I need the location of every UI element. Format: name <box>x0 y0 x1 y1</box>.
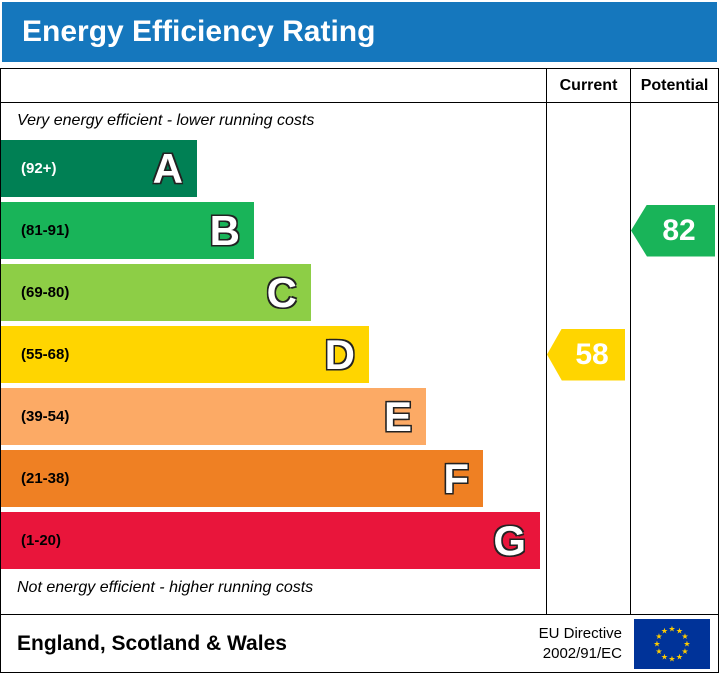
band-letter: E <box>383 392 412 440</box>
page-title: Energy Efficiency Rating <box>22 15 376 48</box>
band-bar-e: (39-54) E <box>1 388 426 445</box>
current-column-divider <box>546 103 547 614</box>
band-row-d: (55-68) D <box>1 326 718 383</box>
band-bar-c: (69-80) C <box>1 264 311 321</box>
svg-text:★: ★ <box>676 626 683 635</box>
svg-text:★: ★ <box>681 632 688 641</box>
band-row-c: (69-80) C <box>1 264 718 321</box>
band-range-label: (92+) <box>21 160 57 177</box>
footer: England, Scotland & Wales EU Directive 2… <box>1 614 718 672</box>
band-range-label: (1-20) <box>21 532 62 549</box>
band-range-label: (55-68) <box>21 346 70 363</box>
band-letter: G <box>493 516 526 564</box>
band-bar-a: (92+) A <box>1 140 197 197</box>
eu-flag-icon: ★ ★ ★ ★ ★ ★ ★ ★ ★ ★ ★ ★ <box>634 618 710 669</box>
band-row-b: (81-91) B <box>1 202 718 259</box>
potential-column-divider <box>630 103 631 614</box>
chart-body: Very energy efficient - lower running co… <box>1 103 718 614</box>
band-letter: D <box>324 330 355 378</box>
potential-rating-value: 82 <box>662 213 696 247</box>
band-range-label: (81-91) <box>21 222 70 239</box>
band-range-label: (69-80) <box>21 284 70 301</box>
band-range-label: (39-54) <box>21 408 70 425</box>
band-bar-d: (55-68) D <box>1 326 369 383</box>
eu-directive-text: EU Directive 2002/91/EC <box>539 624 622 663</box>
rating-chart: Current Potential Very energy efficient … <box>0 68 719 673</box>
svg-text:★: ★ <box>653 639 660 648</box>
svg-text:★: ★ <box>655 632 662 641</box>
band-letter: B <box>209 206 240 254</box>
band-bar-b: (81-91) B <box>1 202 254 259</box>
bottom-note: Not energy efficient - higher running co… <box>17 579 314 596</box>
svg-text:★: ★ <box>683 639 690 648</box>
svg-text:★: ★ <box>655 647 662 656</box>
bands-area: Very energy efficient - lower running co… <box>1 103 718 597</box>
column-header-potential: Potential <box>630 69 718 102</box>
header-spacer <box>1 69 546 102</box>
band-letter: F <box>443 454 469 502</box>
potential-rating-indicator: 82 <box>631 204 715 257</box>
svg-text:★: ★ <box>681 647 688 656</box>
column-header-current: Current <box>546 69 630 102</box>
title-bar: Energy Efficiency Rating <box>2 2 717 62</box>
svg-text:★: ★ <box>661 652 668 661</box>
current-rating-indicator: 58 <box>547 328 625 381</box>
band-row-g: (1-20) G <box>1 512 718 569</box>
chart-header-row: Current Potential <box>1 69 718 103</box>
band-row-e: (39-54) E <box>1 388 718 445</box>
current-rating-value: 58 <box>575 337 609 371</box>
svg-text:★: ★ <box>676 652 683 661</box>
band-row-f: (21-38) F <box>1 450 718 507</box>
top-note: Very energy efficient - lower running co… <box>17 112 315 129</box>
eu-directive-line2: 2002/91/EC <box>542 644 622 662</box>
svg-text:★: ★ <box>668 624 675 633</box>
band-bar-g: (1-20) G <box>1 512 540 569</box>
band-bar-f: (21-38) F <box>1 450 483 507</box>
footer-directive-block: EU Directive 2002/91/EC ★ ★ ★ ★ ★ ★ ★ ★ … <box>539 618 710 669</box>
svg-text:★: ★ <box>661 626 668 635</box>
band-range-label: (21-38) <box>21 470 70 487</box>
band-letter: C <box>266 268 297 316</box>
footer-region: England, Scotland & Wales <box>17 631 287 655</box>
svg-text:★: ★ <box>668 654 675 663</box>
bands-list: (92+) A (81-91) B (69-80) C (55-68) D (39-54) E (2… <box>1 140 718 569</box>
band-letter: A <box>152 144 183 192</box>
eu-directive-line1: EU Directive <box>538 625 622 642</box>
band-row-a: (92+) A <box>1 140 718 197</box>
